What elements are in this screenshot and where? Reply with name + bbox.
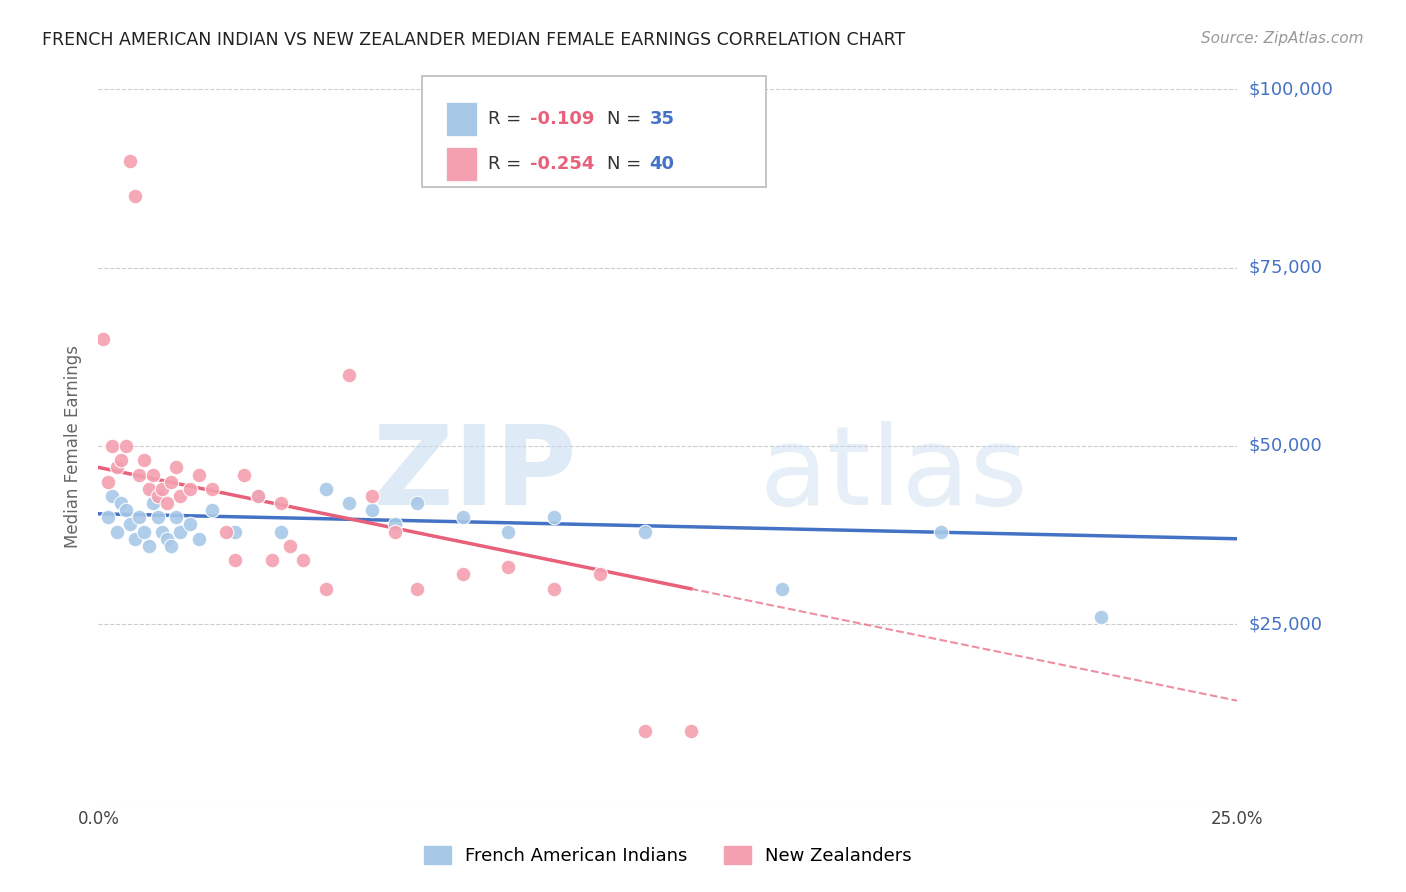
Point: [384, 524, 406, 539]
Point: [451, 567, 474, 582]
Point: [138, 539, 160, 553]
Point: [588, 567, 610, 582]
Text: $75,000: $75,000: [1249, 259, 1323, 277]
Point: [201, 482, 224, 496]
Point: [179, 517, 201, 532]
Point: [142, 496, 165, 510]
Text: R =: R =: [488, 111, 527, 128]
Point: [543, 510, 565, 524]
Point: [150, 482, 173, 496]
Point: [246, 489, 269, 503]
Point: [337, 368, 360, 382]
Point: [406, 496, 429, 510]
Point: [165, 510, 187, 524]
Point: [105, 524, 128, 539]
Point: [110, 496, 132, 510]
Point: [132, 453, 155, 467]
Point: [142, 467, 165, 482]
Point: [543, 582, 565, 596]
Point: [179, 482, 201, 496]
Point: [498, 560, 520, 574]
Point: [110, 453, 132, 467]
Text: atlas: atlas: [759, 421, 1028, 528]
Point: [224, 553, 246, 567]
Point: [114, 439, 136, 453]
Point: [138, 482, 160, 496]
Point: [96, 475, 118, 489]
Point: [101, 439, 124, 453]
Point: [384, 517, 406, 532]
Text: $50,000: $50,000: [1249, 437, 1322, 455]
Point: [360, 489, 382, 503]
Point: [770, 582, 793, 596]
Point: [246, 489, 269, 503]
Point: [292, 553, 315, 567]
Point: [160, 475, 183, 489]
Point: [124, 532, 146, 546]
Point: [128, 467, 150, 482]
Point: [128, 510, 150, 524]
Point: [150, 524, 173, 539]
Text: FRENCH AMERICAN INDIAN VS NEW ZEALANDER MEDIAN FEMALE EARNINGS CORRELATION CHART: FRENCH AMERICAN INDIAN VS NEW ZEALANDER …: [42, 31, 905, 49]
Text: -0.109: -0.109: [530, 111, 595, 128]
Point: [187, 467, 209, 482]
Point: [634, 524, 657, 539]
Point: [169, 489, 191, 503]
Point: [360, 503, 382, 517]
Point: [146, 489, 169, 503]
Point: [114, 503, 136, 517]
Point: [260, 553, 283, 567]
Point: [224, 524, 246, 539]
Point: [278, 539, 301, 553]
Point: [91, 332, 114, 346]
Point: [101, 489, 124, 503]
Point: [270, 524, 292, 539]
Point: [124, 189, 146, 203]
Text: $25,000: $25,000: [1249, 615, 1323, 633]
Point: [406, 582, 429, 596]
Point: [929, 524, 952, 539]
Point: [679, 724, 702, 739]
Point: [315, 582, 337, 596]
Point: [1090, 610, 1112, 624]
Point: [315, 482, 337, 496]
Point: [165, 460, 187, 475]
Point: [169, 524, 191, 539]
Point: [337, 496, 360, 510]
Text: N =: N =: [607, 111, 647, 128]
Text: 35: 35: [650, 111, 675, 128]
Text: ZIP: ZIP: [374, 421, 576, 528]
Point: [105, 460, 128, 475]
Text: R =: R =: [488, 155, 527, 173]
Point: [451, 510, 474, 524]
Point: [215, 524, 238, 539]
Point: [201, 503, 224, 517]
Point: [187, 532, 209, 546]
Legend: French American Indians, New Zealanders: French American Indians, New Zealanders: [416, 838, 920, 872]
Point: [634, 724, 657, 739]
Text: -0.254: -0.254: [530, 155, 595, 173]
Point: [498, 524, 520, 539]
Y-axis label: Median Female Earnings: Median Female Earnings: [65, 344, 83, 548]
Point: [120, 153, 142, 168]
Point: [132, 524, 155, 539]
Point: [96, 510, 118, 524]
Text: Source: ZipAtlas.com: Source: ZipAtlas.com: [1201, 31, 1364, 46]
Point: [270, 496, 292, 510]
Text: N =: N =: [607, 155, 647, 173]
Point: [120, 517, 142, 532]
Point: [156, 496, 179, 510]
Text: $100,000: $100,000: [1249, 80, 1333, 98]
Point: [160, 539, 183, 553]
Text: 40: 40: [650, 155, 675, 173]
Point: [233, 467, 256, 482]
Point: [146, 510, 169, 524]
Point: [156, 532, 179, 546]
